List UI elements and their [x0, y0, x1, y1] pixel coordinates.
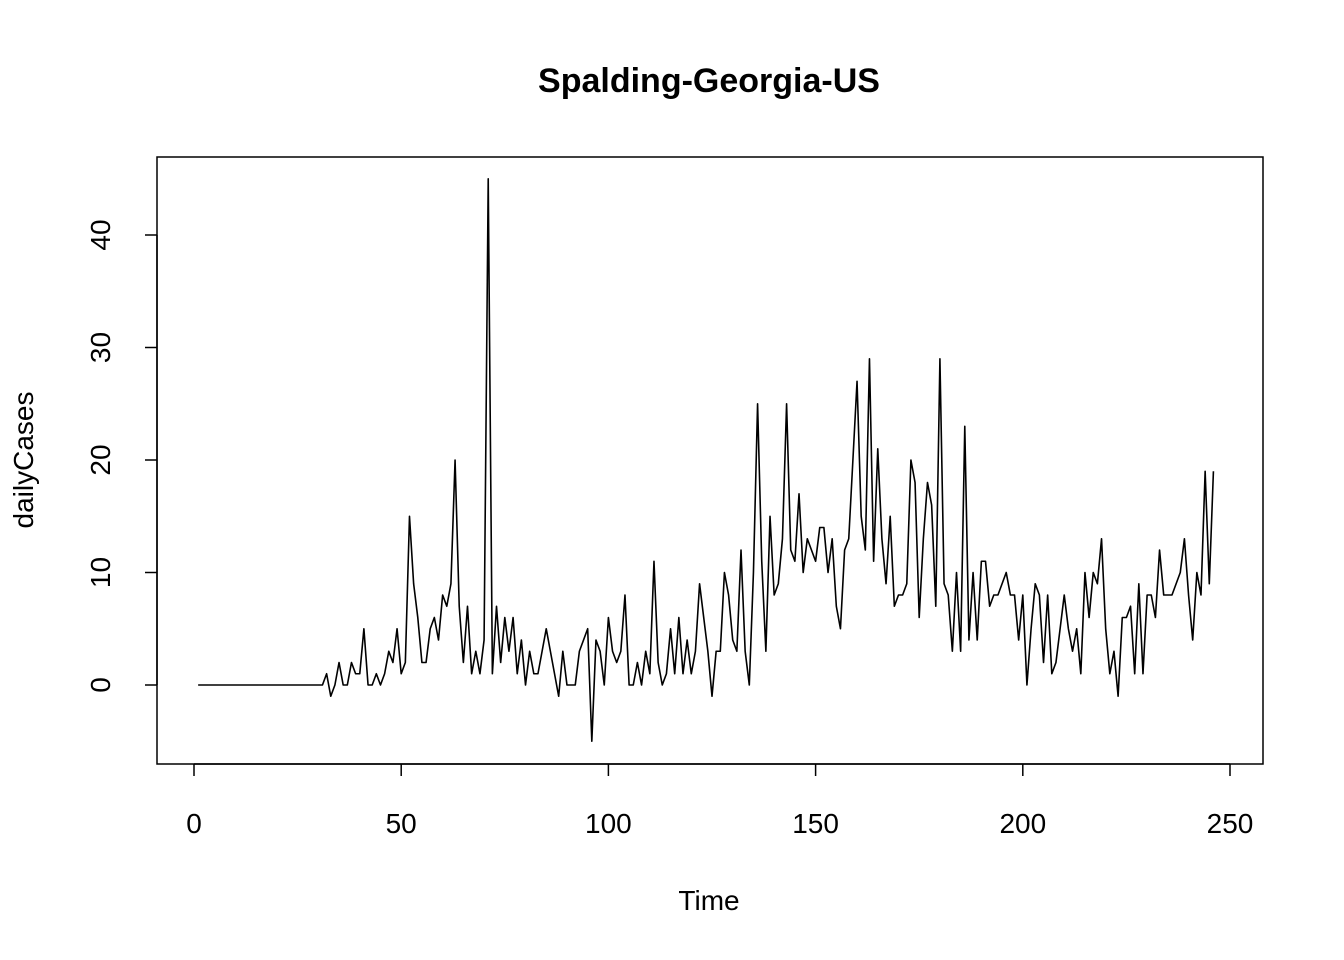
x-tick-label: 0 [186, 808, 202, 839]
y-axis: 0 10 20 30 40 [85, 219, 158, 693]
chart-title: Spalding-Georgia-US [538, 62, 880, 100]
x-tick-label: 50 [386, 808, 417, 839]
x-tick-label: 250 [1207, 808, 1254, 839]
x-tick-label: 150 [792, 808, 839, 839]
y-tick-label: 30 [85, 332, 116, 363]
x-tick-label: 200 [999, 808, 1046, 839]
y-tick-label: 0 [85, 677, 116, 693]
y-tick-label: 20 [85, 444, 116, 475]
x-axis-label: Time [678, 885, 739, 916]
y-tick-label: 40 [85, 219, 116, 250]
y-axis-label: dailyCases [8, 392, 39, 529]
y-tick-label: 10 [85, 557, 116, 588]
x-tick-label: 100 [585, 808, 632, 839]
series-line [198, 177, 1215, 743]
x-axis: 0 50 100 150 200 250 [186, 763, 1254, 839]
